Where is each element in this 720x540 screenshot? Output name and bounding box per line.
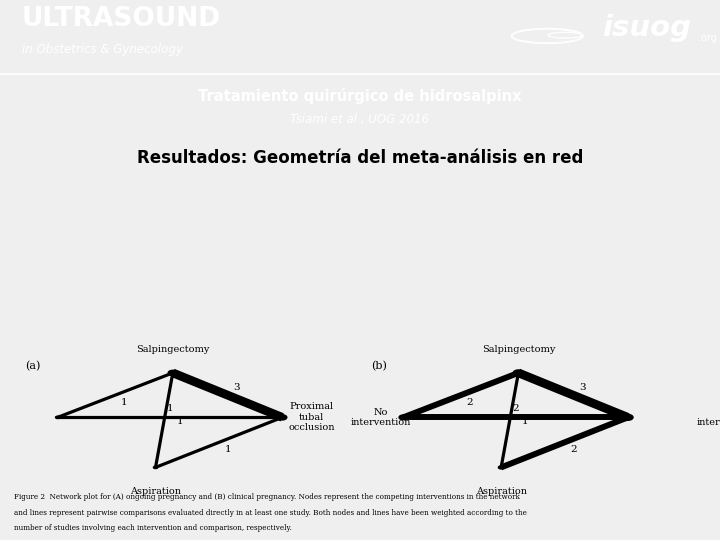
Text: number of studies involving each intervention and comparison, respectively.: number of studies involving each interve… [14, 524, 292, 532]
Text: Figure 2  Network plot for (A) ongoing pregnancy and (B) clinical pregnancy. Nod: Figure 2 Network plot for (A) ongoing pr… [14, 493, 521, 501]
Text: No
intervention: No intervention [351, 408, 411, 427]
Circle shape [153, 466, 158, 469]
Text: 2: 2 [467, 398, 473, 407]
Circle shape [55, 416, 60, 419]
Text: No
intervention: No intervention [696, 408, 720, 427]
Text: 1: 1 [522, 416, 528, 426]
Text: 3: 3 [233, 383, 240, 393]
Text: and lines represent pairwise comparisons evaluated directly in at least one stud: and lines represent pairwise comparisons… [14, 509, 527, 517]
Text: Proximal
tubal
occlusion: Proximal tubal occlusion [288, 402, 335, 432]
Text: 1: 1 [225, 446, 231, 454]
Text: 1: 1 [121, 398, 127, 407]
Text: Aspiration: Aspiration [476, 487, 526, 496]
Text: Salpingectomy: Salpingectomy [482, 345, 555, 354]
Text: .org: .org [698, 33, 717, 43]
Text: 2: 2 [570, 446, 577, 454]
Text: Tsiami et al., UOG 2016: Tsiami et al., UOG 2016 [290, 113, 430, 126]
Text: 3: 3 [579, 383, 585, 393]
Text: in Obstetrics & Gynecology: in Obstetrics & Gynecology [22, 43, 182, 56]
Text: 1: 1 [166, 404, 174, 413]
Circle shape [498, 466, 504, 469]
Text: Salpingectomy: Salpingectomy [136, 345, 210, 354]
Text: 1: 1 [176, 416, 183, 426]
Text: (a): (a) [25, 361, 40, 371]
Circle shape [513, 370, 523, 376]
Text: 2: 2 [512, 404, 519, 413]
Text: isuog: isuog [602, 14, 691, 42]
Text: (b): (b) [371, 361, 387, 371]
Circle shape [399, 415, 408, 420]
Circle shape [168, 370, 177, 375]
Circle shape [623, 414, 633, 420]
Text: ULTRASOUND: ULTRASOUND [22, 6, 221, 32]
Text: Aspiration: Aspiration [130, 487, 181, 496]
Text: Resultados: Geometría del meta-análisis en red: Resultados: Geometría del meta-análisis … [137, 149, 583, 167]
Circle shape [278, 415, 287, 420]
Text: Tratamiento quirúrgico de hidrosalpinx: Tratamiento quirúrgico de hidrosalpinx [198, 89, 522, 104]
